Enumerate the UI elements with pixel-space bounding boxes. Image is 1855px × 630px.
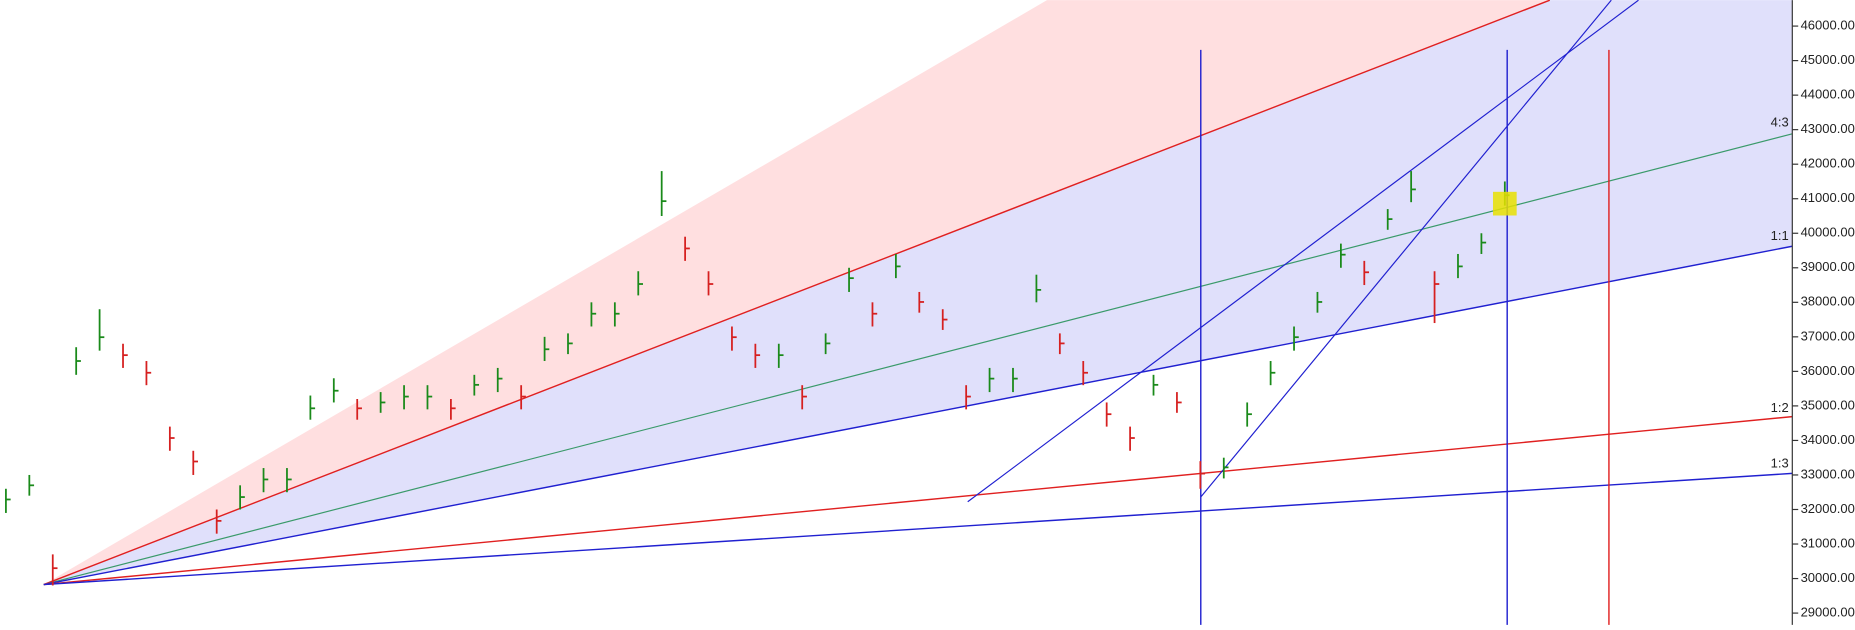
- y-tick-label: 45000.00: [1801, 52, 1855, 67]
- fan-line: [43, 415, 1793, 586]
- y-tick-label: 33000.00: [1801, 466, 1855, 481]
- y-tick-label: 35000.00: [1801, 397, 1855, 412]
- fan-label: 1:2: [1771, 400, 1789, 415]
- y-tick-label: 37000.00: [1801, 328, 1855, 343]
- fan-line: [43, 472, 1793, 586]
- y-tick-label: 31000.00: [1801, 535, 1855, 550]
- fan-label: 4:3: [1771, 115, 1789, 130]
- trend-line: [1200, 0, 1612, 498]
- y-tick-label: 39000.00: [1801, 259, 1855, 274]
- y-tick-label: 44000.00: [1801, 87, 1855, 102]
- marker: [1492, 191, 1517, 216]
- y-tick-label: 38000.00: [1801, 294, 1855, 309]
- trend-line: [967, 0, 1639, 503]
- y-tick-label: 32000.00: [1801, 501, 1855, 516]
- y-tick-label: 42000.00: [1801, 156, 1855, 171]
- y-tick-label: 36000.00: [1801, 363, 1855, 378]
- y-tick-label: 40000.00: [1801, 225, 1855, 240]
- fan-line: [43, 0, 1551, 586]
- fan-line: [43, 245, 1793, 586]
- fan-zone-blue: [43, 0, 1793, 585]
- y-tick-label: 46000.00: [1801, 18, 1855, 33]
- y-tick-label: 30000.00: [1801, 570, 1855, 585]
- fan: [43, 0, 1793, 625]
- y-tick-label: 43000.00: [1801, 121, 1855, 136]
- y-tick-label: 41000.00: [1801, 190, 1855, 205]
- fan-label: 1:3: [1771, 455, 1789, 470]
- fan-label: 1:1: [1771, 228, 1789, 243]
- y-tick-label: 34000.00: [1801, 432, 1855, 447]
- y-tick-label: 29000.00: [1801, 605, 1855, 620]
